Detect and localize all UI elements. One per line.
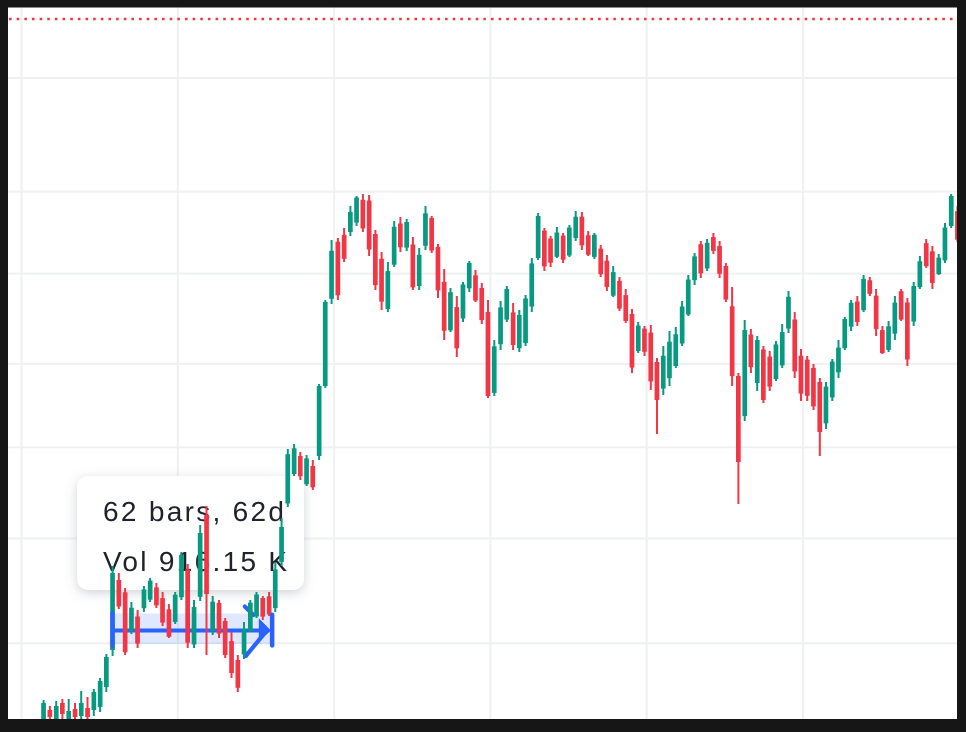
- svg-text:Vol 916.15 K: Vol 916.15 K: [103, 546, 289, 577]
- svg-text:62 bars, 62d: 62 bars, 62d: [103, 496, 286, 527]
